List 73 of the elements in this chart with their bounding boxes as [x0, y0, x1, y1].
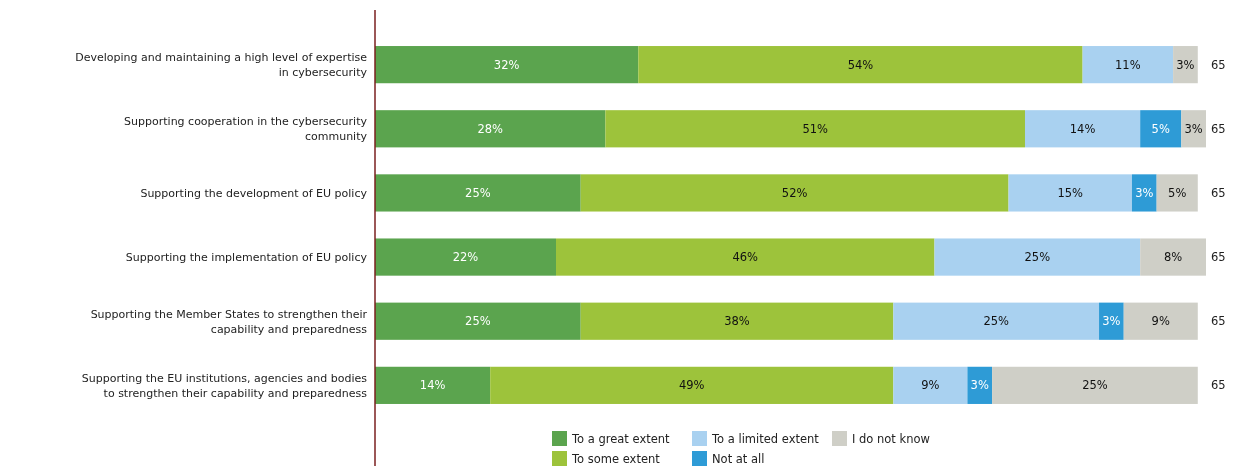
bar — [375, 110, 606, 148]
text: 65 — [1211, 250, 1226, 265]
data-label: 46% — [732, 250, 759, 265]
data-label: 9% — [1151, 314, 1170, 329]
y-tick-label: Developing and maintaining a high level of expertise in cybersecurity — [75, 50, 368, 79]
data-label: 3% — [1135, 185, 1154, 200]
bar — [1181, 110, 1206, 148]
text: 65 — [1211, 121, 1226, 136]
bar — [605, 110, 1025, 148]
data-label: 22% — [452, 250, 479, 265]
data-label: 3% — [1176, 57, 1195, 72]
bar — [490, 366, 894, 404]
data-label: 15% — [1057, 185, 1084, 200]
y-tick-label: Supporting the Member States to strengthen their capability and preparedness — [90, 307, 368, 336]
bar — [580, 174, 1009, 212]
bar — [967, 366, 993, 404]
bar — [1099, 302, 1124, 340]
bar — [934, 238, 1141, 276]
bar — [1156, 174, 1198, 212]
data-label: 54% — [847, 57, 874, 72]
bar — [1140, 110, 1182, 148]
bar — [1131, 174, 1157, 212]
data-label: 3% — [1184, 121, 1203, 136]
bar — [375, 366, 491, 404]
text: 65 — [1211, 378, 1226, 393]
y-tick-label: Supporting the development of EU policy — [140, 186, 368, 200]
data-label: 3% — [970, 378, 989, 393]
data-label: 25% — [1082, 378, 1108, 393]
bar — [375, 46, 639, 84]
data-label: 25% — [1024, 250, 1051, 265]
bar — [992, 366, 1198, 404]
bar — [1082, 46, 1174, 84]
data-label: 3% — [1102, 314, 1121, 329]
data-label: 49% — [678, 378, 705, 393]
data-label: 32% — [493, 57, 520, 72]
legend-label: To a limited extent — [711, 432, 820, 447]
legend-label: To some extent — [571, 452, 661, 467]
data-label: 14% — [1069, 121, 1096, 136]
bar — [556, 238, 935, 276]
legend-label: To a great extent — [571, 432, 671, 447]
data-label: 11% — [1115, 57, 1141, 72]
bar — [1123, 302, 1198, 340]
bar — [893, 302, 1100, 340]
data-label: 5% — [1168, 185, 1187, 200]
data-label: 28% — [477, 121, 504, 136]
bar — [1140, 238, 1206, 276]
data-label: 9% — [921, 378, 940, 393]
data-label: 25% — [983, 314, 1010, 329]
data-label: 25% — [465, 185, 491, 200]
bar — [1173, 46, 1198, 84]
bar — [1008, 174, 1132, 212]
bar — [893, 366, 968, 404]
text: 65 — [1211, 185, 1226, 200]
legend-label: I do not know — [852, 432, 930, 447]
bar — [1024, 110, 1141, 148]
data-label: 38% — [724, 314, 750, 329]
bar — [375, 302, 581, 340]
text: 65 — [1211, 57, 1226, 72]
y-tick-label: Supporting cooperation in the cybersecurity community — [124, 115, 368, 144]
y-tick-label: Supporting the implementation of EU policy — [125, 250, 368, 264]
bar — [375, 238, 557, 276]
bar — [375, 174, 581, 212]
legend-label: Not at all — [712, 452, 765, 467]
bar — [580, 302, 894, 340]
text: 65 — [1211, 314, 1226, 329]
y-tick-label: Supporting the EU institutions, agencies and bodies to strengthen their capability and preparedness — [81, 371, 368, 400]
data-label: 51% — [802, 121, 829, 136]
data-label: 25% — [465, 314, 491, 329]
data-label: 52% — [781, 185, 808, 200]
data-label: 8% — [1163, 250, 1183, 265]
data-label: 14% — [419, 378, 446, 393]
bar — [638, 46, 1083, 84]
data-label: 5% — [1151, 121, 1170, 136]
